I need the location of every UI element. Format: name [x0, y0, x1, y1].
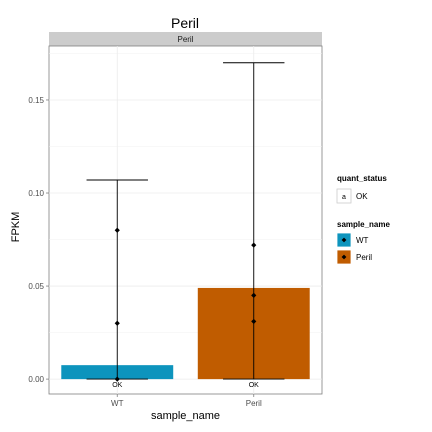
- data-points: [114, 227, 257, 382]
- chart-title: Peril: [171, 15, 199, 31]
- legend-title-quant-status: quant_status: [337, 174, 387, 183]
- legend-key-ok: [336, 188, 352, 204]
- x-tick-label: WT: [111, 399, 124, 408]
- legend-label-ok: OK: [356, 192, 368, 201]
- y-axis-title: FPKM: [10, 212, 22, 243]
- x-tick-label: Peril: [246, 399, 262, 408]
- data-point: [251, 292, 257, 298]
- legend-title-sample-name: sample_name: [337, 220, 390, 229]
- legend-key-symbol: a: [342, 194, 346, 201]
- y-tick-label: 0.15: [28, 96, 44, 105]
- data-point: [114, 376, 120, 382]
- y-axis: 0.00 0.05 0.10 0.15: [28, 96, 49, 384]
- y-tick-label: 0.10: [28, 189, 44, 198]
- x-axis: WT Peril: [111, 394, 262, 408]
- data-point: [251, 242, 257, 248]
- data-point: [251, 318, 257, 325]
- bar-labels: OK OK: [112, 382, 259, 389]
- y-tick-label: 0.05: [28, 282, 44, 291]
- legend-label-peril: Peril: [356, 253, 372, 262]
- data-point: [114, 320, 120, 326]
- y-tick-label: 0.00: [28, 375, 44, 384]
- x-axis-title: sample_name: [151, 410, 220, 422]
- legend-label-wt: WT: [356, 236, 369, 245]
- legend-key-point: [341, 254, 347, 260]
- data-point: [114, 227, 120, 233]
- facet-strip: [49, 32, 322, 46]
- legend-key-point: [341, 237, 347, 243]
- error-bar-peril: [223, 62, 285, 380]
- bar-status-label: OK: [112, 382, 122, 389]
- facet-strip-label: Peril: [177, 35, 193, 44]
- bar-status-label: OK: [249, 382, 259, 389]
